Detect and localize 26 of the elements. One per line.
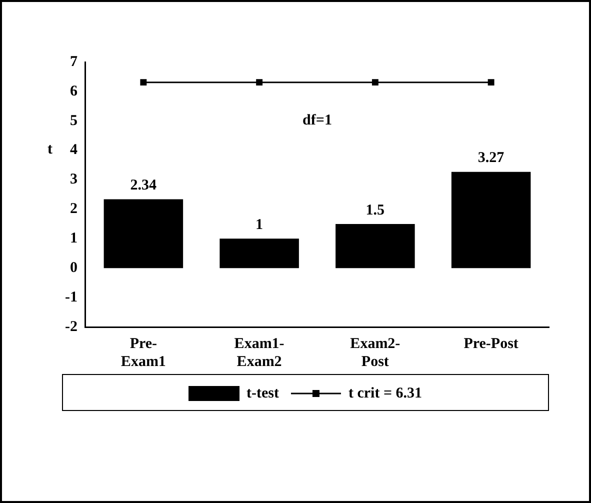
annotation: df=1 [302,112,332,129]
legend-label: t-test [246,385,279,402]
bar [220,238,299,268]
legend-label: t crit = 6.31 [348,385,422,402]
data-label: 2.34 [130,178,158,194]
data-label: 3.27 [478,150,505,166]
y-tick-label: 5 [70,112,78,129]
data-label: 1 [256,217,264,234]
y-tick-label: 7 [70,54,78,70]
y-tick-label: -1 [64,289,78,306]
bar [451,172,531,268]
y-tick-label: 1 [70,230,78,247]
x-tick-label: Exam1-Exam2 [234,336,284,370]
y-tick-label: -2 [64,318,78,335]
bar [104,199,184,268]
x-tick-label: Pre-Post [464,336,518,352]
y-axis-title: t [48,141,52,158]
x-tick-label: Exam2-Post [350,336,400,370]
y-tick-label: 0 [70,260,78,276]
y-tick-label: 4 [70,142,78,158]
y-tick-label: 6 [70,83,78,100]
x-tick-label: Pre-Exam1 [120,336,166,370]
y-tick-label: 3 [70,172,78,188]
data-label: 1.5 [366,202,385,218]
y-tick-label: 2 [70,201,78,218]
bar [336,224,415,268]
